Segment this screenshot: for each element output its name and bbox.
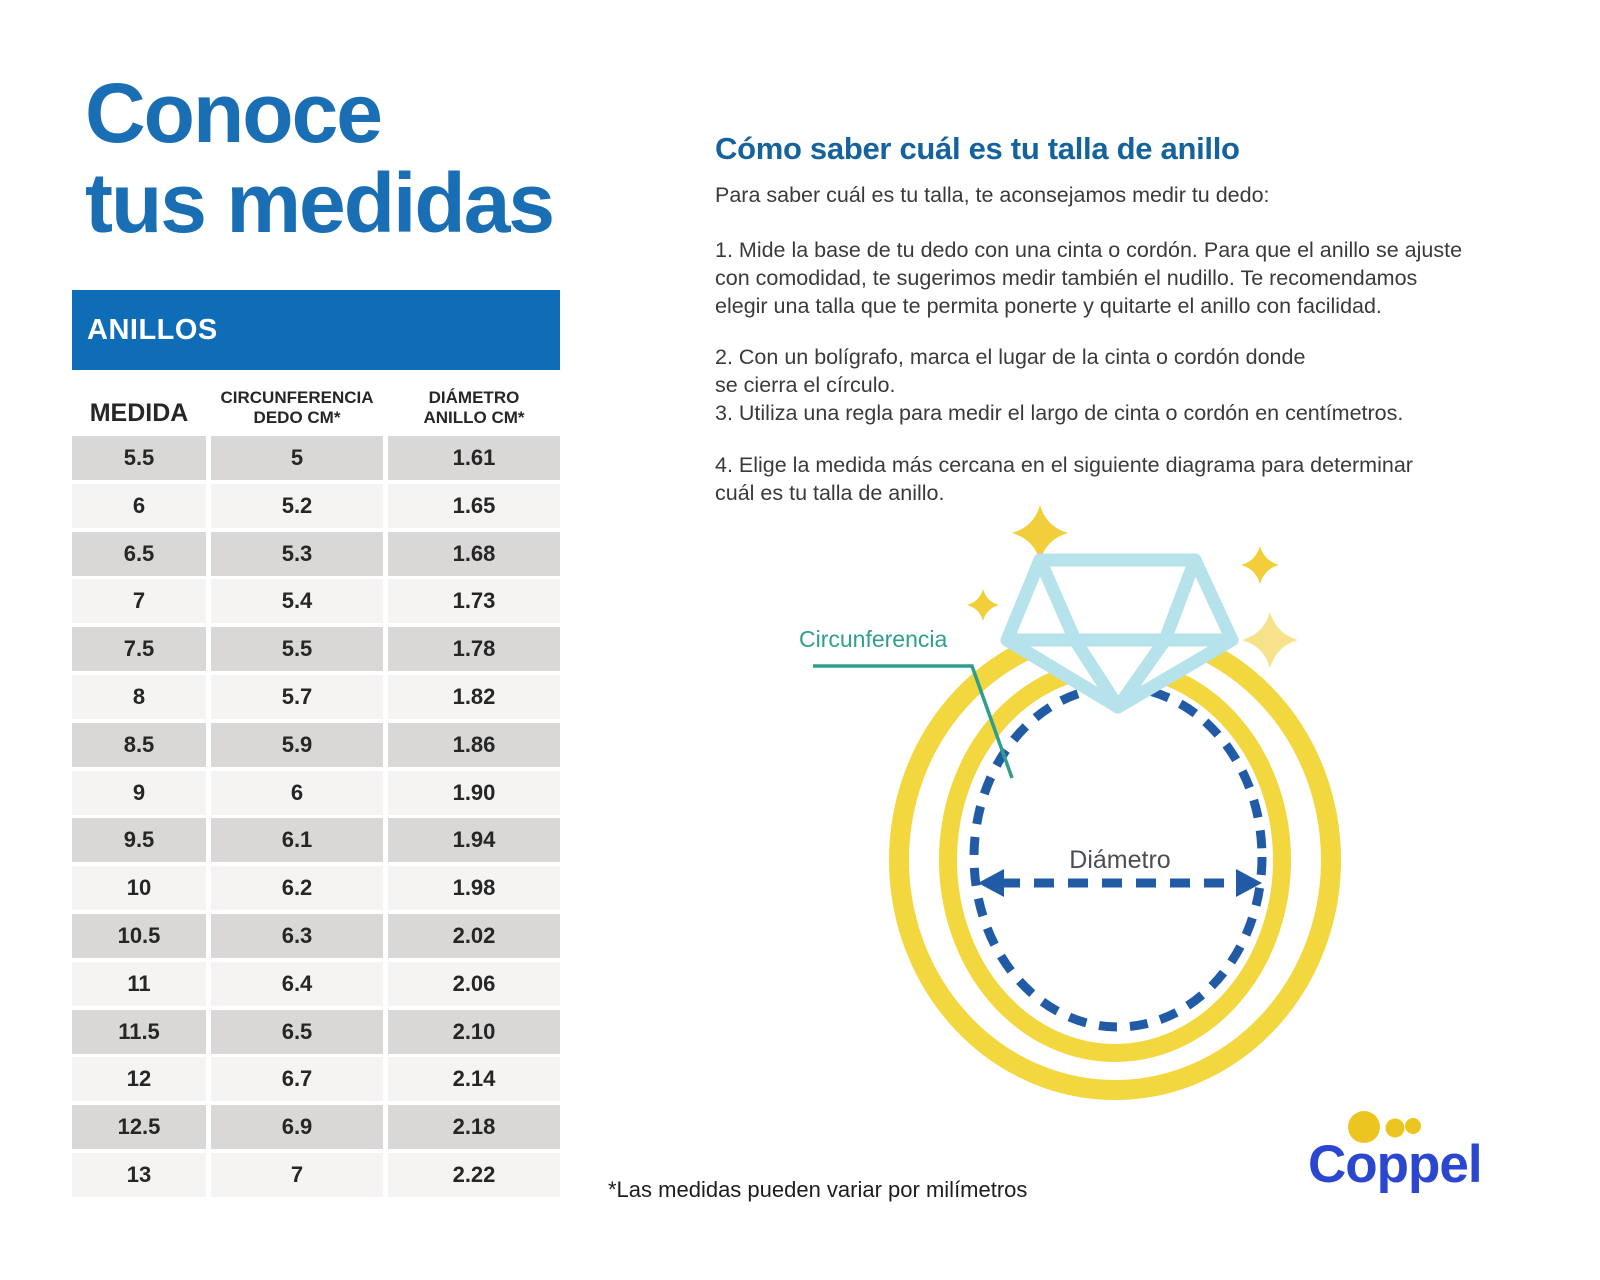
table-cell: 2.14	[388, 1057, 560, 1102]
table-cell: 7.5	[72, 627, 206, 672]
table-cell: 1.73	[388, 579, 560, 624]
table-cell: 2.18	[388, 1105, 560, 1150]
table-cell: 8	[72, 674, 206, 719]
table-cell: 13	[72, 1152, 206, 1197]
intro-text: Para saber cuál es tu talla, te aconseja…	[715, 183, 1270, 207]
diamond-icon	[1000, 553, 1239, 714]
ring-size-table-body: 5.5 5 1.61 6 5.2 1.65 6.5 5.3 1.68 7 5.4…	[72, 436, 560, 1197]
column-header-medida: MEDIDA	[89, 398, 189, 427]
step-1-line: 1. Mide la base de tu dedo con una cinta…	[715, 238, 1463, 262]
table-cell: 6.2	[211, 866, 383, 911]
table-cell: 8.5	[72, 722, 206, 767]
table-title: ANILLOS	[87, 313, 218, 346]
table-cell: 5.2	[211, 483, 383, 528]
diameter-label: Diámetro	[1069, 846, 1171, 874]
logo-wordmark: Coppel	[1308, 1135, 1483, 1194]
sparkle-icon	[967, 589, 999, 621]
step-4-line: 4. Elige la medida más cercana en el sig…	[715, 453, 1413, 477]
table-cell: 6	[72, 483, 206, 528]
table-cell: 9.5	[72, 818, 206, 863]
table-cell: 1.98	[388, 866, 560, 911]
step-1-line: con comodidad, te sugerimos medir tambié…	[715, 266, 1418, 290]
table-cell: 1.86	[388, 722, 560, 767]
logo-dots-icon	[1348, 1111, 1421, 1143]
sparkle-icon	[1012, 505, 1068, 561]
column-header-diametro: DIÁMETRO ANILLO CM*	[423, 387, 525, 427]
sparkle-icon	[1242, 612, 1298, 668]
table-cell: 5.4	[211, 579, 383, 624]
table-cell: 1.94	[388, 818, 560, 863]
step-2-line: 2. Con un bolígrafo, marca el lugar de l…	[715, 345, 1306, 369]
table-cell: 5.5	[211, 627, 383, 672]
coppel-logo: Coppel	[1290, 1082, 1520, 1212]
step-4: 4. Elige la medida más cercana en el sig…	[715, 451, 1545, 507]
table-cell: 6.7	[211, 1057, 383, 1102]
table-cell: 5.5	[72, 436, 206, 480]
ring-size-table: ANILLOS MEDIDA CIRCUNFERENCIA DEDO CM* D…	[72, 290, 560, 1197]
step-2: 2. Con un bolígrafo, marca el lugar de l…	[715, 343, 1545, 399]
table-cell: 7	[211, 1152, 383, 1197]
table-cell: 1.90	[388, 770, 560, 815]
circumference-dashed-circle	[969, 682, 1267, 1032]
table-cell: 11	[72, 961, 206, 1006]
table-cell: 2.22	[388, 1152, 560, 1197]
step-1-line: elegir una talla que te permita ponerte …	[715, 294, 1382, 318]
table-cell: 6.9	[211, 1105, 383, 1150]
circumference-leader-line	[813, 664, 1014, 779]
table-cell: 2.10	[388, 1009, 560, 1054]
sparkle-icon	[1241, 546, 1279, 584]
table-cell: 6.5	[211, 1009, 383, 1054]
step-3-line: 3. Utiliza una regla para medir el largo…	[715, 401, 1404, 425]
table-cell: 9	[72, 770, 206, 815]
table-cell: 5.7	[211, 674, 383, 719]
table-header-row: MEDIDA CIRCUNFERENCIA DEDO CM* DIÁMETRO …	[72, 374, 560, 432]
step-1: 1. Mide la base de tu dedo con una cinta…	[715, 236, 1545, 320]
table-cell: 10	[72, 866, 206, 911]
table-cell: 1.68	[388, 531, 560, 576]
ring-diagram	[813, 505, 1341, 1100]
table-cell: 1.61	[388, 436, 560, 480]
table-cell: 2.02	[388, 913, 560, 958]
table-cell: 7	[72, 579, 206, 624]
table-cell: 10.5	[72, 913, 206, 958]
table-cell: 12	[72, 1057, 206, 1102]
step-4-line: cuál es tu talla de anillo.	[715, 481, 945, 505]
table-cell: 6.5	[72, 531, 206, 576]
table-cell: 1.82	[388, 674, 560, 719]
table-cell: 6.1	[211, 818, 383, 863]
step-2-line: se cierra el círculo.	[715, 373, 896, 397]
table-cell: 6	[211, 770, 383, 815]
diameter-arrow	[978, 869, 1262, 897]
page-title-line2: tus medidas	[85, 156, 555, 250]
table-cell: 5	[211, 436, 383, 480]
table-cell: 5.3	[211, 531, 383, 576]
table-cell: 1.65	[388, 483, 560, 528]
page-title: Conoce tus medidas	[85, 66, 555, 250]
circumference-label: Circunferencia	[799, 626, 948, 652]
table-cell: 12.5	[72, 1105, 206, 1150]
page-title-line1: Conoce	[85, 66, 383, 160]
footnote: *Las medidas pueden variar por milímetro…	[608, 1177, 1028, 1202]
table-cell: 5.9	[211, 722, 383, 767]
step-3: 3. Utiliza una regla para medir el largo…	[715, 399, 1545, 427]
table-cell: 6.4	[211, 961, 383, 1006]
section-heading: Cómo saber cuál es tu talla de anillo	[715, 131, 1240, 166]
column-header-circunferencia: CIRCUNFERENCIA DEDO CM*	[220, 387, 374, 427]
table-cell: 11.5	[72, 1009, 206, 1054]
table-cell: 1.78	[388, 627, 560, 672]
table-cell: 6.3	[211, 913, 383, 958]
table-title-bar: ANILLOS	[72, 290, 560, 370]
table-cell: 2.06	[388, 961, 560, 1006]
